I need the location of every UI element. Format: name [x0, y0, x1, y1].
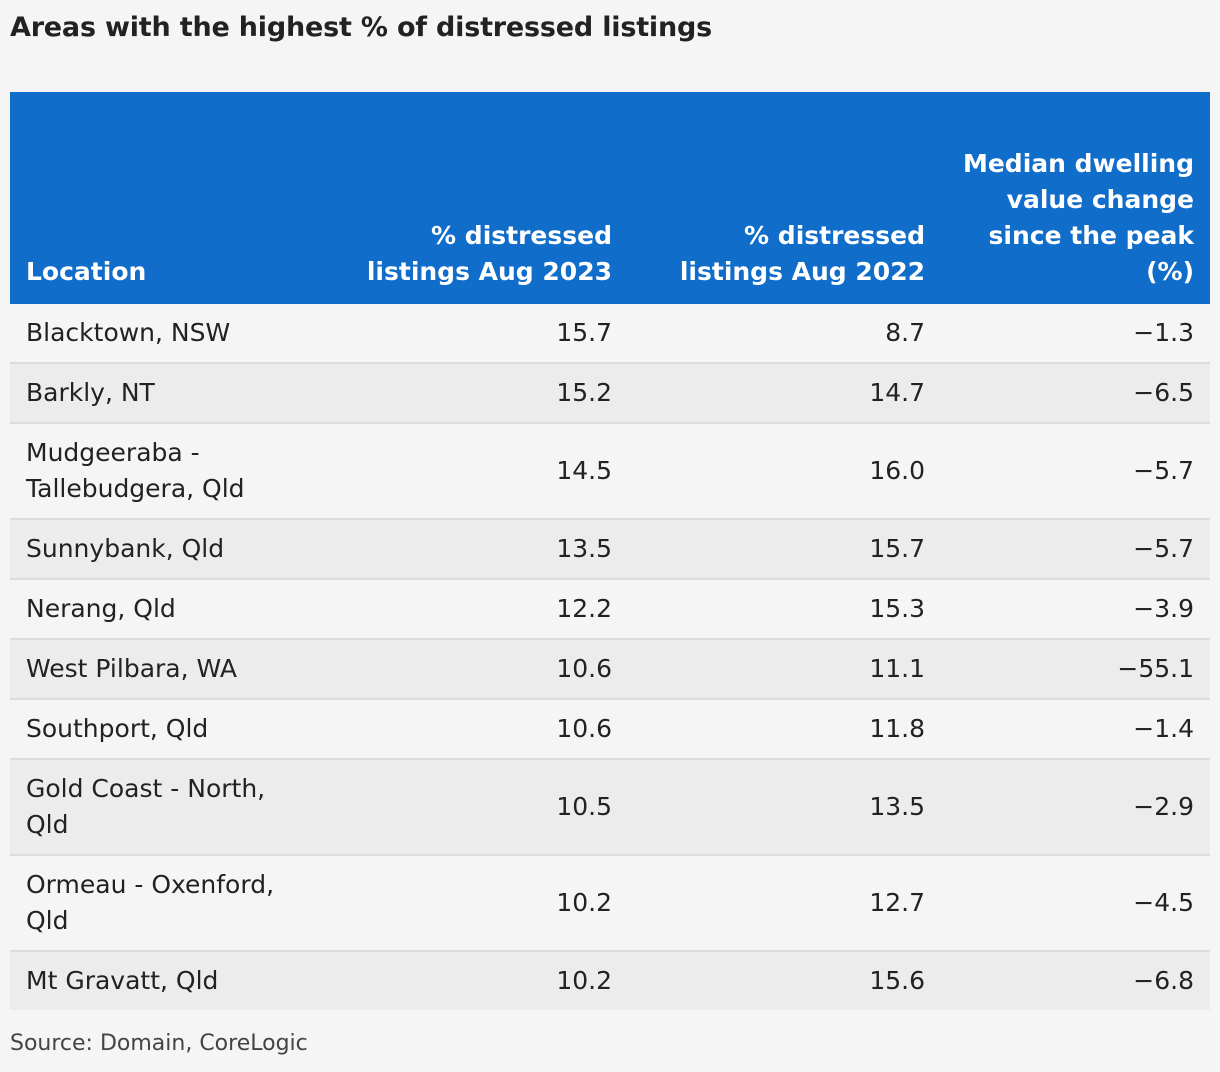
cell-location: West Pilbara, WA [10, 639, 305, 700]
cell-distressed-2023: 10.5 [305, 759, 628, 856]
cell-distressed-2022: 11.1 [628, 639, 941, 700]
cell-location: Southport, Qld [10, 699, 305, 760]
cell-distressed-2023: 10.6 [305, 699, 628, 760]
cell-distressed-2023: 13.5 [305, 519, 628, 580]
cell-distressed-2022: 15.6 [628, 951, 941, 1010]
cell-distressed-2023: 15.7 [305, 304, 628, 364]
cell-value-change: −1.3 [941, 304, 1210, 364]
cell-distressed-2022: 15.3 [628, 579, 941, 640]
header-row: Location % distressed listings Aug 2023 … [10, 92, 1210, 304]
table-row: Mudgeeraba - Tallebudgera, Qld 14.5 16.0 −5… [10, 423, 1210, 520]
column-header-location[interactable]: Location [10, 92, 305, 304]
cell-location: Sunnybank, Qld [10, 519, 305, 580]
table-row: Blacktown, NSW 15.7 8.7 −1.3 [10, 304, 1210, 364]
table-row: Sunnybank, Qld 13.5 15.7 −5.7 [10, 519, 1210, 580]
cell-value-change: −1.4 [941, 699, 1210, 760]
cell-distressed-2023: 10.2 [305, 855, 628, 952]
cell-distressed-2023: 15.2 [305, 363, 628, 424]
chart-title: Areas with the highest % of distressed l… [10, 12, 712, 43]
cell-distressed-2022: 8.7 [628, 304, 941, 364]
cell-distressed-2023: 10.6 [305, 639, 628, 700]
cell-location: Ormeau - Oxenford, Qld [10, 855, 305, 952]
cell-location: Blacktown, NSW [10, 304, 305, 364]
cell-distressed-2022: 11.8 [628, 699, 941, 760]
table-row: Ormeau - Oxenford, Qld 10.2 12.7 −4.5 [10, 855, 1210, 952]
table-row: Nerang, Qld 12.2 15.3 −3.9 [10, 579, 1210, 640]
cell-distressed-2022: 12.7 [628, 855, 941, 952]
source-note: Source: Domain, CoreLogic [10, 1031, 308, 1056]
table-header: Location % distressed listings Aug 2023 … [10, 92, 1210, 304]
table-row: West Pilbara, WA 10.6 11.1 −55.1 [10, 639, 1210, 700]
cell-value-change: −55.1 [941, 639, 1210, 700]
cell-distressed-2022: 16.0 [628, 423, 941, 520]
table-row: Southport, Qld 10.6 11.8 −1.4 [10, 699, 1210, 760]
cell-value-change: −6.8 [941, 951, 1210, 1010]
column-header-distressed-2023[interactable]: % distressed listings Aug 2023 [305, 92, 628, 304]
cell-location: Barkly, NT [10, 363, 305, 424]
table-row: Mt Gravatt, Qld 10.2 15.6 −6.8 [10, 951, 1210, 1010]
table-body: Blacktown, NSW 15.7 8.7 −1.3 Barkly, NT 15.2 1… [10, 304, 1210, 1010]
cell-distressed-2022: 13.5 [628, 759, 941, 856]
cell-distressed-2023: 10.2 [305, 951, 628, 1010]
cell-value-change: −2.9 [941, 759, 1210, 856]
cell-value-change: −3.9 [941, 579, 1210, 640]
table-row: Barkly, NT 15.2 14.7 −6.5 [10, 363, 1210, 424]
data-table-container: Location % distressed listings Aug 2023 … [10, 92, 1210, 1010]
table-row: Gold Coast - North, Qld 10.5 13.5 −2.9 [10, 759, 1210, 856]
cell-value-change: −4.5 [941, 855, 1210, 952]
cell-value-change: −5.7 [941, 519, 1210, 580]
column-header-distressed-2022[interactable]: % distressed listings Aug 2022 [628, 92, 941, 304]
cell-distressed-2022: 14.7 [628, 363, 941, 424]
cell-location: Mt Gravatt, Qld [10, 951, 305, 1010]
distressed-listings-table: Location % distressed listings Aug 2023 … [10, 92, 1210, 1010]
cell-distressed-2023: 12.2 [305, 579, 628, 640]
cell-distressed-2023: 14.5 [305, 423, 628, 520]
column-header-value-change[interactable]: Median dwelling value change since the p… [941, 92, 1210, 304]
cell-location: Mudgeeraba - Tallebudgera, Qld [10, 423, 305, 520]
cell-location: Gold Coast - North, Qld [10, 759, 305, 856]
cell-value-change: −5.7 [941, 423, 1210, 520]
cell-distressed-2022: 15.7 [628, 519, 941, 580]
cell-location: Nerang, Qld [10, 579, 305, 640]
cell-value-change: −6.5 [941, 363, 1210, 424]
